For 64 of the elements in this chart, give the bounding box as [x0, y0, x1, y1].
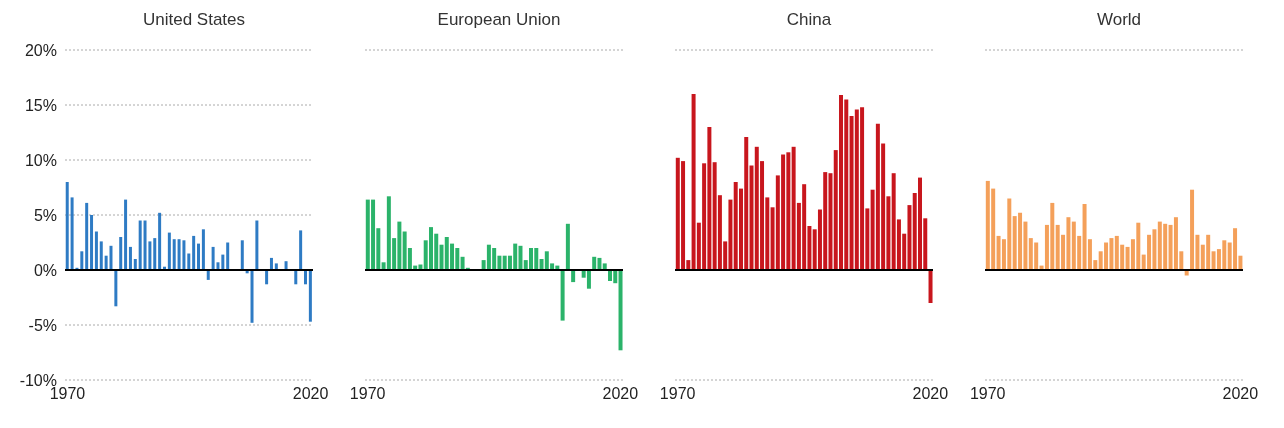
bar — [221, 254, 225, 270]
bar — [99, 241, 103, 270]
bar — [94, 231, 98, 270]
bar — [128, 246, 132, 270]
bar — [143, 220, 147, 270]
bar — [618, 270, 623, 351]
x-tick-label: 2020 — [602, 385, 639, 403]
y-tick-label: 0% — [33, 261, 57, 279]
x-tick-label: 1970 — [49, 385, 86, 403]
bar — [255, 220, 259, 270]
bar — [167, 232, 171, 270]
bar — [240, 240, 244, 270]
bar — [133, 259, 137, 270]
bar — [269, 257, 273, 270]
bar — [299, 230, 303, 270]
bar — [586, 270, 591, 289]
bar — [304, 270, 307, 285]
bar — [571, 270, 576, 283]
y-tick-label: 10% — [24, 151, 57, 169]
bar — [265, 270, 269, 285]
bar — [158, 212, 162, 270]
y-tick-label: -5% — [28, 316, 57, 334]
bar — [124, 199, 128, 270]
bar — [226, 242, 230, 270]
chart-title: World — [1095, 10, 1143, 30]
x-tick-label: 1970 — [969, 385, 1006, 403]
chart-title: European Union — [436, 10, 562, 30]
x-tick-label: 1970 — [659, 385, 696, 403]
bar — [80, 251, 84, 270]
bar — [201, 229, 205, 270]
bar — [565, 223, 570, 270]
bar — [177, 239, 181, 270]
y-tick-label: 20% — [24, 41, 57, 59]
x-tick-label: 2020 — [912, 385, 949, 403]
chart-title: United States — [141, 10, 247, 30]
bar — [211, 246, 215, 270]
bar — [1190, 189, 1195, 270]
bar — [65, 182, 69, 270]
x-tick-label: 2020 — [292, 385, 329, 403]
x-tick-label: 2020 — [1222, 385, 1259, 403]
y-tick-label: 15% — [24, 96, 57, 114]
bar — [182, 240, 186, 270]
bar — [109, 245, 113, 270]
x-tick-label: 1970 — [349, 385, 386, 403]
bar — [70, 197, 74, 270]
chart-title: China — [785, 10, 833, 30]
y-tick-label: 5% — [33, 206, 57, 224]
bar — [153, 238, 157, 270]
bar — [90, 215, 94, 270]
bar — [560, 270, 565, 321]
bar — [592, 256, 597, 270]
bar — [138, 220, 142, 270]
bar — [172, 239, 176, 270]
bar — [192, 235, 196, 270]
bar — [187, 253, 191, 270]
bar — [114, 270, 118, 307]
bar — [250, 270, 254, 323]
bar — [308, 270, 312, 322]
bar — [197, 243, 201, 270]
bar — [206, 270, 210, 280]
bar — [85, 202, 89, 270]
bar — [928, 270, 933, 303]
bar — [119, 237, 123, 270]
bar — [294, 270, 298, 285]
